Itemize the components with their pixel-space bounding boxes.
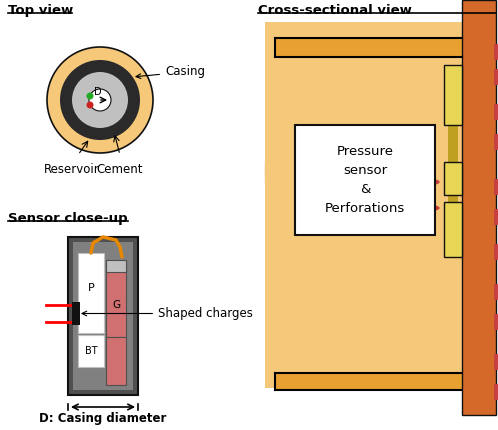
Bar (265, 182, 462, 388)
Text: D: D (94, 87, 102, 97)
Text: Sensor close-up: Sensor close-up (8, 212, 127, 225)
Bar (106, 260, 126, 272)
Bar (444, 65, 462, 125)
Bar (494, 104, 498, 120)
Bar (78, 335, 104, 367)
Bar (106, 337, 126, 385)
Text: Cement: Cement (97, 163, 143, 176)
Bar (265, 22, 462, 162)
Circle shape (87, 101, 94, 108)
Bar (494, 284, 498, 300)
Bar (494, 209, 498, 225)
Bar (448, 125, 458, 162)
Bar (275, 38, 462, 57)
Text: Pressure
sensor
&
Perforations: Pressure sensor & Perforations (325, 145, 405, 215)
Text: Top view: Top view (8, 4, 73, 17)
Bar (494, 134, 498, 150)
Circle shape (47, 47, 153, 153)
Bar (494, 69, 498, 85)
Bar (494, 314, 498, 330)
Circle shape (87, 92, 94, 99)
Bar (275, 373, 462, 390)
Bar (106, 262, 126, 337)
Text: Shaped charges: Shaped charges (82, 307, 253, 320)
Bar (73, 242, 133, 390)
Text: D: Casing diameter: D: Casing diameter (39, 412, 167, 425)
Bar (494, 244, 498, 260)
Bar (494, 44, 498, 60)
Text: Reservoir: Reservoir (44, 163, 100, 176)
Text: P: P (88, 283, 95, 293)
Bar (462, 0, 496, 415)
Bar (78, 253, 104, 333)
Bar (265, 162, 462, 182)
Text: Casing: Casing (136, 65, 205, 79)
Bar (68, 237, 138, 395)
Bar (444, 202, 462, 257)
Text: G: G (112, 300, 120, 310)
Bar (295, 125, 435, 235)
Bar (72, 302, 80, 325)
Text: BT: BT (85, 346, 97, 356)
Text: Cross-sectional view: Cross-sectional view (258, 4, 412, 17)
Bar (494, 354, 498, 370)
Bar (448, 195, 458, 257)
Bar (494, 384, 498, 400)
Bar (444, 162, 462, 195)
Circle shape (89, 89, 111, 111)
Bar (494, 179, 498, 195)
Circle shape (60, 60, 140, 140)
Circle shape (72, 72, 128, 128)
